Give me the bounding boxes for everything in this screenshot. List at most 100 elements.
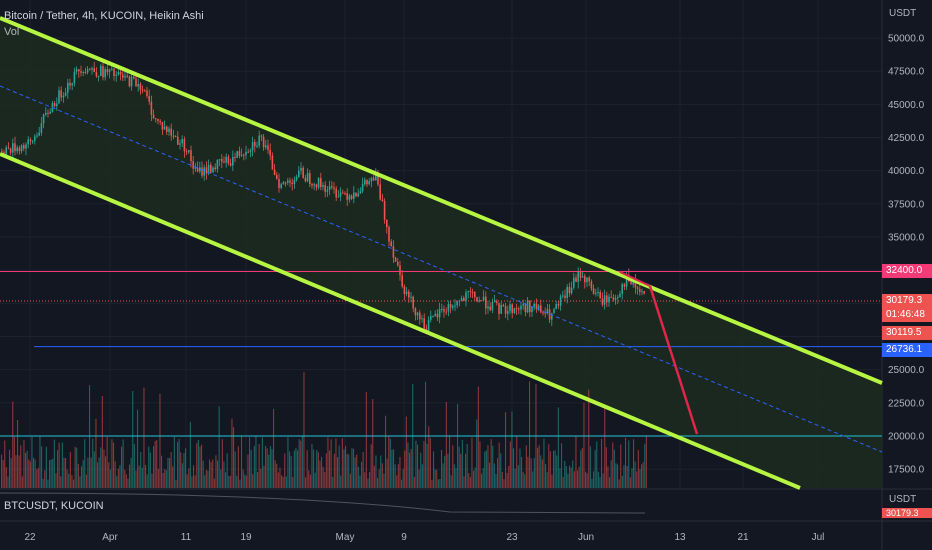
volume-bar <box>93 451 95 488</box>
volume-bar <box>527 456 529 488</box>
volume-bar <box>247 454 249 488</box>
candle-body <box>328 186 331 190</box>
volume-bar <box>385 415 387 488</box>
candle-body <box>91 68 93 70</box>
volume-bar <box>263 465 265 488</box>
lower-pane-label[interactable]: BTCUSDT, KUCOIN <box>4 500 104 512</box>
volume-bar <box>193 465 195 488</box>
volume-bar <box>644 443 646 488</box>
candle-body <box>247 151 249 153</box>
candle-body <box>581 276 584 278</box>
candle-body <box>210 164 212 173</box>
candle-body <box>480 300 483 302</box>
candle-body <box>69 82 71 86</box>
candle-body <box>603 295 606 305</box>
volume-bar <box>188 468 190 488</box>
volume-bar <box>133 443 135 488</box>
volume-bar <box>276 463 278 488</box>
volume-bar <box>36 469 38 488</box>
volume-bar <box>332 476 334 488</box>
volume-bar <box>353 448 355 488</box>
volume-bar <box>220 469 222 488</box>
volume-bar <box>245 475 247 488</box>
candle-body <box>333 187 335 189</box>
volume-indicator-label[interactable]: Vol <box>4 26 20 38</box>
volume-bar <box>417 444 419 488</box>
candle-body <box>276 175 278 179</box>
volume-bar <box>599 477 601 488</box>
volume-bar <box>207 470 209 488</box>
candle-body <box>113 68 115 76</box>
candle-body <box>73 71 76 84</box>
candle-body <box>366 179 368 185</box>
candle-body <box>498 302 500 314</box>
volume-bar <box>301 435 303 488</box>
volume-bar <box>237 446 239 488</box>
candle-body <box>496 301 498 303</box>
candle-body <box>507 310 509 314</box>
volume-bar <box>570 467 572 488</box>
candle-body <box>452 305 454 308</box>
volume-bar <box>55 473 57 488</box>
volume-bar <box>516 435 518 488</box>
volume-bar <box>199 446 201 488</box>
volume-bar <box>463 476 465 488</box>
symbol-title[interactable]: Bitcoin / Tether, 4h, KUCOIN, Heikin Ash… <box>4 10 204 22</box>
volume-bar <box>447 453 449 488</box>
volume-bar <box>506 472 508 488</box>
candle-body <box>20 145 23 152</box>
candle-body <box>478 300 480 302</box>
volume-bar <box>137 409 139 488</box>
candle-body <box>78 69 80 72</box>
volume-bar <box>327 437 329 488</box>
volume-bar <box>135 470 137 488</box>
candle-body <box>240 154 243 156</box>
volume-bar <box>337 457 339 488</box>
volume-bar <box>329 450 331 488</box>
volume-bar <box>271 449 273 488</box>
volume-bar <box>428 426 430 488</box>
volume-bar <box>567 473 569 488</box>
volume-bar <box>577 470 579 488</box>
volume-bar <box>125 474 127 488</box>
volume-bar <box>610 460 612 488</box>
volume-bar <box>191 476 193 488</box>
candle-body <box>258 135 260 146</box>
candle-body <box>9 148 12 153</box>
volume-bar <box>233 427 235 488</box>
candle-body <box>227 156 230 164</box>
candle-body <box>636 287 639 289</box>
volume-bar <box>145 464 147 488</box>
volume-bar <box>549 451 551 488</box>
volume-bar <box>305 477 307 488</box>
candle-body <box>205 167 208 174</box>
candle-body <box>427 319 430 332</box>
candle-body <box>23 145 25 149</box>
candle-body <box>157 119 159 121</box>
candle-body <box>630 281 632 285</box>
volume-bar <box>524 474 526 488</box>
volume-bar <box>186 474 188 488</box>
volume-bar <box>452 445 454 488</box>
candle-body <box>639 289 641 292</box>
volume-bar <box>602 473 604 488</box>
volume-bar <box>250 450 252 488</box>
candle-body <box>509 304 511 311</box>
volume-bar <box>642 462 644 488</box>
candle-body <box>298 170 300 178</box>
candle-body <box>47 112 49 114</box>
volume-bar <box>407 442 409 488</box>
candle-body <box>513 308 516 313</box>
candle-body <box>302 167 304 178</box>
lower-pane-line <box>0 492 646 514</box>
candle-body <box>104 69 106 78</box>
candle-body <box>152 114 155 119</box>
candle-body <box>71 83 73 86</box>
volume-bar <box>493 463 495 488</box>
volume-bar <box>569 465 571 488</box>
volume-bar <box>103 449 105 488</box>
candle-body <box>436 313 439 318</box>
candle-body <box>421 318 423 320</box>
candle-body <box>221 159 223 162</box>
